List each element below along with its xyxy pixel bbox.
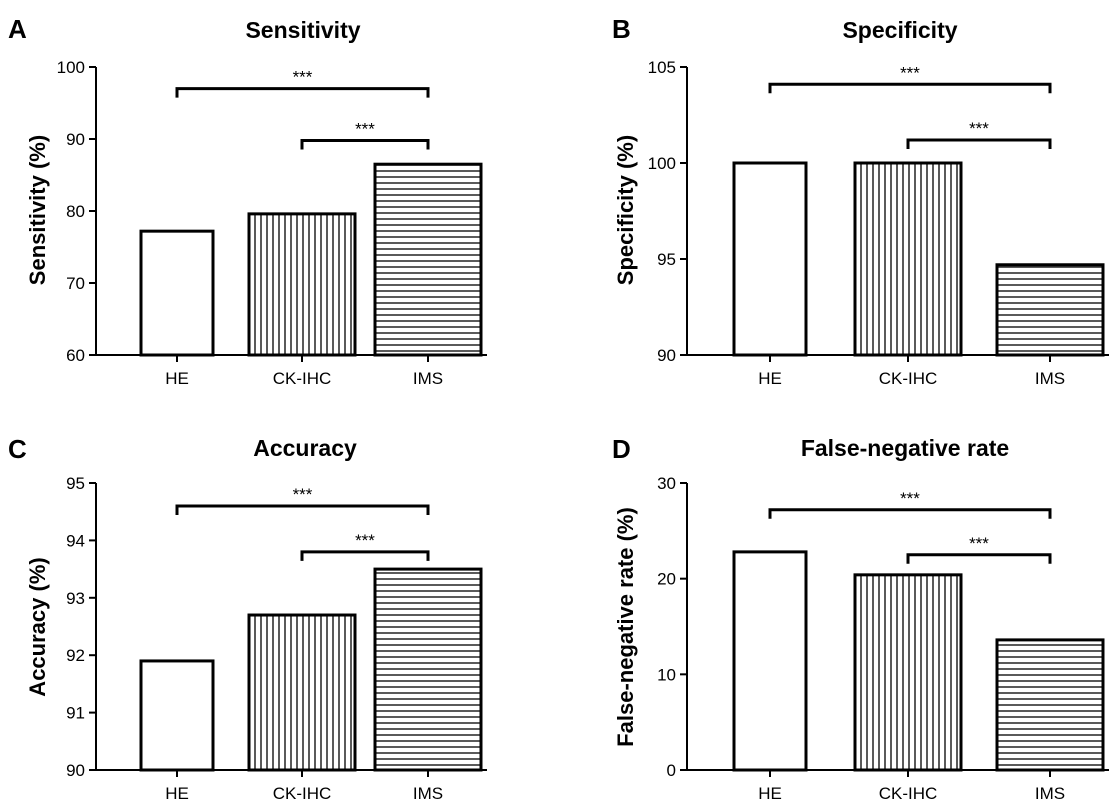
panel-c-bar-he	[139, 659, 215, 772]
panel-a-y-axis-label: Sensitivity (%)	[25, 135, 50, 285]
panel-a-significance-label: ***	[355, 119, 375, 138]
panel-a-bar-he	[139, 229, 215, 357]
panel-c-title: Accuracy	[253, 435, 357, 461]
panel-c-y-tick-label: 90	[66, 761, 85, 780]
panel-c-y-tick-label: 93	[66, 589, 85, 608]
panel-c-y-axis-label: Accuracy (%)	[25, 557, 50, 696]
panel-c-x-tick-label: HE	[165, 784, 189, 803]
panel-c-plot: 90 91 92 93 94 95 HE CK-IHC IMS *** ***	[66, 474, 487, 803]
panel-a-title: Sensitivity	[245, 17, 360, 43]
panel-a-y-tick-label: 70	[66, 274, 85, 293]
panel-c-significance-label: ***	[293, 485, 313, 504]
panel-b-significance-label: ***	[900, 63, 920, 82]
panel-a-significance-bracket	[300, 138, 430, 150]
panel-d-significance-bracket	[768, 508, 1052, 519]
panel-b-x-tick-label: HE	[758, 369, 782, 388]
panel-d-significance-label: ***	[969, 534, 989, 553]
panel-d-y-tick-label: 30	[657, 474, 676, 493]
panel-d-y-tick-label: 20	[657, 570, 676, 589]
panel-c-letter: C	[8, 434, 27, 464]
panel-b-y-tick-label: 105	[648, 58, 676, 77]
panel-a-bar-ims	[373, 162, 483, 357]
panel-b-x-tick-label: IMS	[1035, 369, 1065, 388]
panel-c-significance-label: ***	[355, 531, 375, 550]
panel-b-significance-label: ***	[969, 119, 989, 138]
panel-b-bar-ims	[995, 263, 1105, 357]
panel-d-y-tick-label: 0	[667, 761, 676, 780]
panel-a-significance-bracket	[175, 87, 430, 98]
panel-b-significance-bracket	[768, 82, 1052, 94]
panel-d-significance-bracket	[906, 553, 1052, 564]
panel-c-x-tick-label: IMS	[413, 784, 443, 803]
panel-b-x-tick-label: CK-IHC	[879, 369, 938, 388]
panel-a-y-tick-label: 80	[66, 202, 85, 221]
panel-c-bar-ck-ihc	[247, 613, 357, 772]
panel-b-y-tick-label: 95	[657, 250, 676, 269]
panel-d: D False-negative rate False-negative rat…	[612, 434, 1109, 803]
panel-c-y-tick-label: 91	[66, 704, 85, 723]
panel-b-letter: B	[612, 14, 631, 44]
panel-d-plot: 0 10 20 30 HE CK-IHC IMS *** ***	[657, 474, 1109, 803]
panel-b-y-axis-label: Specificity (%)	[613, 135, 638, 285]
panel-c-x-tick-label: CK-IHC	[273, 784, 332, 803]
panel-b-bar-ck-ihc	[853, 161, 963, 357]
panel-a-x-tick-label: IMS	[413, 369, 443, 388]
panel-a-significance-label: ***	[293, 68, 313, 87]
panel-d-x-tick-label: CK-IHC	[879, 784, 938, 803]
panel-d-bar-ck-ihc	[853, 573, 963, 772]
panel-c-bar-ims	[373, 567, 483, 772]
panel-d-y-axis-label: False-negative rate (%)	[613, 507, 638, 747]
panel-d-bar-he	[732, 550, 808, 772]
panel-d-letter: D	[612, 434, 631, 464]
panel-a: A Sensitivity Sensitivity (%) 60 70 80 90 10…	[8, 14, 487, 388]
panel-a-x-tick-label: CK-IHC	[273, 369, 332, 388]
panel-b-y-tick-label: 90	[657, 346, 676, 365]
panel-c-y-tick-label: 95	[66, 474, 85, 493]
panel-b: B Specificity Specificity (%) 90 95 100 105…	[612, 14, 1109, 388]
panel-d-x-tick-label: HE	[758, 784, 782, 803]
panel-c-y-tick-label: 92	[66, 646, 85, 665]
panel-d-y-tick-label: 10	[657, 665, 676, 684]
panel-b-bar-he	[732, 161, 808, 357]
panel-d-bar-ims	[995, 638, 1105, 772]
panel-b-y-tick-label: 100	[648, 154, 676, 173]
panel-c-y-tick-label: 94	[66, 531, 85, 550]
panel-a-y-tick-label: 60	[66, 346, 85, 365]
panel-a-letter: A	[8, 14, 27, 44]
panel-c-significance-bracket	[175, 504, 430, 515]
panel-d-x-tick-label: IMS	[1035, 784, 1065, 803]
panel-a-y-tick-label: 90	[66, 130, 85, 149]
panel-b-plot: 90 95 100 105 HE CK-IHC IMS *** ***	[648, 58, 1109, 388]
panel-a-y-tick-label: 100	[57, 58, 85, 77]
panel-c-significance-bracket	[300, 550, 430, 561]
panel-b-significance-bracket	[906, 138, 1052, 149]
panel-d-significance-label: ***	[900, 489, 920, 508]
panel-a-plot: 60 70 80 90 100 HE CK-IHC IMS *** ***	[57, 58, 487, 388]
panel-a-bar-ck-ihc	[247, 212, 357, 357]
panel-b-title: Specificity	[842, 17, 957, 43]
panel-a-x-tick-label: HE	[165, 369, 189, 388]
panel-d-title: False-negative rate	[801, 435, 1009, 461]
panel-c: C Accuracy Accuracy (%) 90 91 92 93 94 95 HE CK…	[8, 434, 487, 803]
